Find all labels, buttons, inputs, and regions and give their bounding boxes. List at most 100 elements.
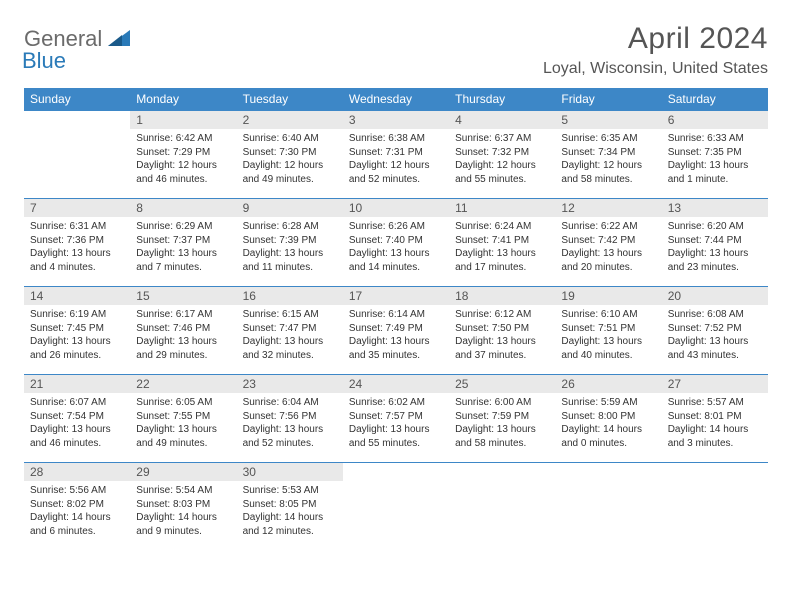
day-cell: .. — [662, 463, 768, 551]
header: General April 2024 Loyal, Wisconsin, Uni… — [24, 22, 768, 78]
day-cell: 29Sunrise: 5:54 AMSunset: 8:03 PMDayligh… — [130, 463, 236, 551]
day-number: 22 — [130, 375, 236, 393]
day-content: Sunrise: 6:12 AMSunset: 7:50 PMDaylight:… — [449, 305, 555, 365]
day-content: Sunrise: 6:02 AMSunset: 7:57 PMDaylight:… — [343, 393, 449, 453]
day-cell: 19Sunrise: 6:10 AMSunset: 7:51 PMDayligh… — [555, 287, 661, 375]
day-content: Sunrise: 5:53 AMSunset: 8:05 PMDaylight:… — [237, 481, 343, 541]
day-content: Sunrise: 5:59 AMSunset: 8:00 PMDaylight:… — [555, 393, 661, 453]
week-row: 7Sunrise: 6:31 AMSunset: 7:36 PMDaylight… — [24, 199, 768, 287]
day-number: 29 — [130, 463, 236, 481]
day-cell: 6Sunrise: 6:33 AMSunset: 7:35 PMDaylight… — [662, 111, 768, 199]
day-cell: 7Sunrise: 6:31 AMSunset: 7:36 PMDaylight… — [24, 199, 130, 287]
day-content: Sunrise: 6:37 AMSunset: 7:32 PMDaylight:… — [449, 129, 555, 189]
day-content: Sunrise: 6:31 AMSunset: 7:36 PMDaylight:… — [24, 217, 130, 277]
day-cell: 5Sunrise: 6:35 AMSunset: 7:34 PMDaylight… — [555, 111, 661, 199]
day-cell: 8Sunrise: 6:29 AMSunset: 7:37 PMDaylight… — [130, 199, 236, 287]
day-number: 27 — [662, 375, 768, 393]
day-number: 17 — [343, 287, 449, 305]
day-number: 26 — [555, 375, 661, 393]
day-content: Sunrise: 6:17 AMSunset: 7:46 PMDaylight:… — [130, 305, 236, 365]
day-number: 14 — [24, 287, 130, 305]
day-number: 16 — [237, 287, 343, 305]
day-number: 1 — [130, 111, 236, 129]
day-cell: 25Sunrise: 6:00 AMSunset: 7:59 PMDayligh… — [449, 375, 555, 463]
day-cell: 26Sunrise: 5:59 AMSunset: 8:00 PMDayligh… — [555, 375, 661, 463]
month-title: April 2024 — [543, 22, 768, 56]
day-number: 20 — [662, 287, 768, 305]
day-cell: 13Sunrise: 6:20 AMSunset: 7:44 PMDayligh… — [662, 199, 768, 287]
day-content: Sunrise: 6:24 AMSunset: 7:41 PMDaylight:… — [449, 217, 555, 277]
title-block: April 2024 Loyal, Wisconsin, United Stat… — [543, 22, 768, 78]
day-cell: 21Sunrise: 6:07 AMSunset: 7:54 PMDayligh… — [24, 375, 130, 463]
day-content: Sunrise: 6:10 AMSunset: 7:51 PMDaylight:… — [555, 305, 661, 365]
day-number: 9 — [237, 199, 343, 217]
day-number: 5 — [555, 111, 661, 129]
day-cell: 14Sunrise: 6:19 AMSunset: 7:45 PMDayligh… — [24, 287, 130, 375]
day-content: Sunrise: 6:38 AMSunset: 7:31 PMDaylight:… — [343, 129, 449, 189]
day-number: 25 — [449, 375, 555, 393]
week-row: ..1Sunrise: 6:42 AMSunset: 7:29 PMDaylig… — [24, 111, 768, 199]
day-content: Sunrise: 6:35 AMSunset: 7:34 PMDaylight:… — [555, 129, 661, 189]
day-content: Sunrise: 6:00 AMSunset: 7:59 PMDaylight:… — [449, 393, 555, 453]
day-cell: .. — [24, 111, 130, 199]
day-header-tuesday: Tuesday — [237, 88, 343, 111]
week-row: 14Sunrise: 6:19 AMSunset: 7:45 PMDayligh… — [24, 287, 768, 375]
day-content: Sunrise: 6:07 AMSunset: 7:54 PMDaylight:… — [24, 393, 130, 453]
day-header-sunday: Sunday — [24, 88, 130, 111]
week-row: 28Sunrise: 5:56 AMSunset: 8:02 PMDayligh… — [24, 463, 768, 551]
day-header-saturday: Saturday — [662, 88, 768, 111]
day-cell: .. — [449, 463, 555, 551]
day-cell: 27Sunrise: 5:57 AMSunset: 8:01 PMDayligh… — [662, 375, 768, 463]
day-content: Sunrise: 6:05 AMSunset: 7:55 PMDaylight:… — [130, 393, 236, 453]
logo-text-blue: Blue — [22, 48, 66, 73]
day-content: Sunrise: 6:15 AMSunset: 7:47 PMDaylight:… — [237, 305, 343, 365]
day-header-monday: Monday — [130, 88, 236, 111]
day-header-thursday: Thursday — [449, 88, 555, 111]
day-content: Sunrise: 6:19 AMSunset: 7:45 PMDaylight:… — [24, 305, 130, 365]
day-number: 3 — [343, 111, 449, 129]
calendar-page: General April 2024 Loyal, Wisconsin, Uni… — [0, 0, 792, 573]
day-number: 13 — [662, 199, 768, 217]
day-cell: 15Sunrise: 6:17 AMSunset: 7:46 PMDayligh… — [130, 287, 236, 375]
day-cell: .. — [343, 463, 449, 551]
day-number: 23 — [237, 375, 343, 393]
day-cell: 30Sunrise: 5:53 AMSunset: 8:05 PMDayligh… — [237, 463, 343, 551]
day-content: Sunrise: 5:56 AMSunset: 8:02 PMDaylight:… — [24, 481, 130, 541]
day-cell: 10Sunrise: 6:26 AMSunset: 7:40 PMDayligh… — [343, 199, 449, 287]
location-text: Loyal, Wisconsin, United States — [543, 60, 768, 78]
day-number: 15 — [130, 287, 236, 305]
day-number: 6 — [662, 111, 768, 129]
day-header-row: SundayMondayTuesdayWednesdayThursdayFrid… — [24, 88, 768, 111]
day-number: 7 — [24, 199, 130, 217]
day-content: Sunrise: 6:28 AMSunset: 7:39 PMDaylight:… — [237, 217, 343, 277]
day-number: 4 — [449, 111, 555, 129]
calendar-body: ..1Sunrise: 6:42 AMSunset: 7:29 PMDaylig… — [24, 111, 768, 551]
day-number: 18 — [449, 287, 555, 305]
week-row: 21Sunrise: 6:07 AMSunset: 7:54 PMDayligh… — [24, 375, 768, 463]
day-content: Sunrise: 6:14 AMSunset: 7:49 PMDaylight:… — [343, 305, 449, 365]
day-content: Sunrise: 6:40 AMSunset: 7:30 PMDaylight:… — [237, 129, 343, 189]
day-cell: .. — [555, 463, 661, 551]
day-number: 11 — [449, 199, 555, 217]
day-number: 24 — [343, 375, 449, 393]
logo-triangle-icon — [108, 30, 130, 51]
day-content: Sunrise: 6:42 AMSunset: 7:29 PMDaylight:… — [130, 129, 236, 189]
day-header-wednesday: Wednesday — [343, 88, 449, 111]
day-cell: 2Sunrise: 6:40 AMSunset: 7:30 PMDaylight… — [237, 111, 343, 199]
day-cell: 11Sunrise: 6:24 AMSunset: 7:41 PMDayligh… — [449, 199, 555, 287]
day-number: 19 — [555, 287, 661, 305]
day-content: Sunrise: 6:22 AMSunset: 7:42 PMDaylight:… — [555, 217, 661, 277]
day-number: 10 — [343, 199, 449, 217]
day-content: Sunrise: 5:54 AMSunset: 8:03 PMDaylight:… — [130, 481, 236, 541]
day-number: 21 — [24, 375, 130, 393]
day-cell: 28Sunrise: 5:56 AMSunset: 8:02 PMDayligh… — [24, 463, 130, 551]
day-cell: 9Sunrise: 6:28 AMSunset: 7:39 PMDaylight… — [237, 199, 343, 287]
day-cell: 17Sunrise: 6:14 AMSunset: 7:49 PMDayligh… — [343, 287, 449, 375]
day-content: Sunrise: 6:04 AMSunset: 7:56 PMDaylight:… — [237, 393, 343, 453]
day-cell: 20Sunrise: 6:08 AMSunset: 7:52 PMDayligh… — [662, 287, 768, 375]
day-number: 28 — [24, 463, 130, 481]
day-cell: 18Sunrise: 6:12 AMSunset: 7:50 PMDayligh… — [449, 287, 555, 375]
day-content: Sunrise: 6:26 AMSunset: 7:40 PMDaylight:… — [343, 217, 449, 277]
day-cell: 24Sunrise: 6:02 AMSunset: 7:57 PMDayligh… — [343, 375, 449, 463]
day-content: Sunrise: 6:08 AMSunset: 7:52 PMDaylight:… — [662, 305, 768, 365]
